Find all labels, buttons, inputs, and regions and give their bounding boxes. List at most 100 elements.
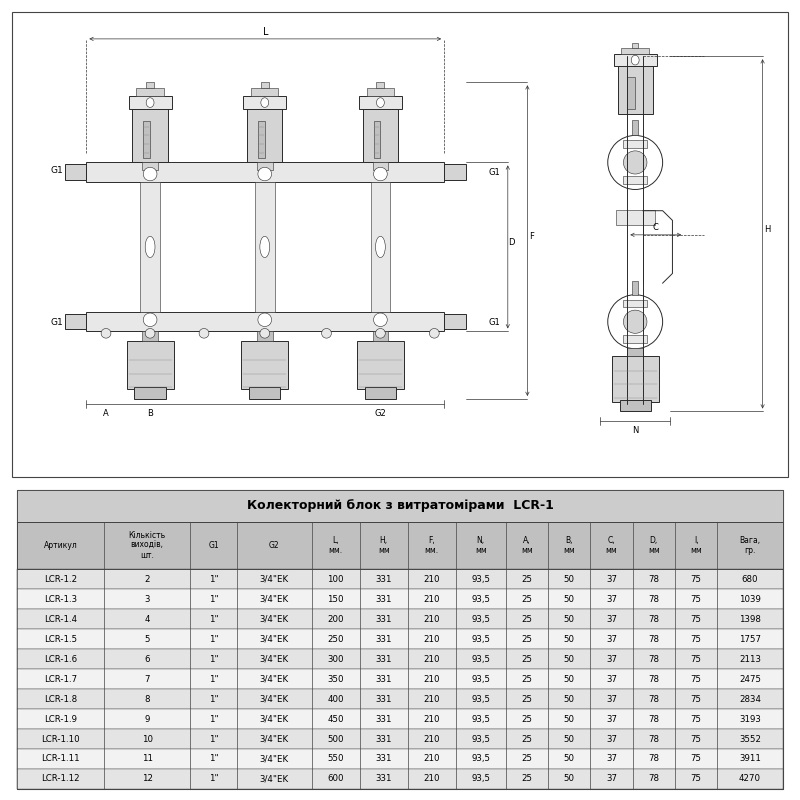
Text: H,
мм: H, мм [378, 536, 390, 555]
Circle shape [258, 313, 272, 326]
Bar [623, 140, 647, 148]
Text: 1": 1" [209, 654, 218, 664]
Text: 331: 331 [375, 714, 392, 723]
Text: 37: 37 [606, 594, 617, 604]
Bar [18, 689, 782, 709]
Bar [370, 182, 390, 312]
Text: 93,5: 93,5 [471, 754, 490, 763]
Text: D,
мм: D, мм [648, 536, 660, 555]
Text: 75: 75 [690, 734, 702, 743]
Text: 50: 50 [564, 754, 574, 763]
Bar [255, 182, 274, 312]
Text: 2: 2 [145, 574, 150, 584]
Bar [444, 164, 466, 180]
Text: 210: 210 [423, 614, 440, 624]
Text: 93,5: 93,5 [471, 594, 490, 604]
Bar [632, 120, 638, 135]
Bar [258, 121, 265, 158]
Text: 1": 1" [209, 594, 218, 604]
Text: 75: 75 [690, 774, 702, 783]
Text: 50: 50 [564, 594, 574, 604]
Text: LCR-1.5: LCR-1.5 [44, 634, 78, 644]
Bar [251, 88, 278, 96]
Text: 3/4"EK: 3/4"EK [259, 774, 289, 783]
Text: G1: G1 [488, 318, 500, 327]
Text: 1": 1" [209, 634, 218, 644]
Text: 4270: 4270 [739, 774, 761, 783]
Text: 78: 78 [648, 654, 659, 664]
Bar [242, 341, 288, 390]
Text: L,
мм.: L, мм. [329, 536, 342, 555]
Text: 5: 5 [145, 634, 150, 644]
Bar [18, 769, 782, 789]
Text: 78: 78 [648, 574, 659, 584]
Bar [146, 82, 154, 88]
Text: 3/4"EK: 3/4"EK [259, 674, 289, 683]
Text: 9: 9 [145, 714, 150, 723]
Text: 200: 200 [327, 614, 344, 624]
Text: 50: 50 [564, 614, 574, 624]
Bar [18, 749, 782, 769]
Text: 3: 3 [145, 594, 150, 604]
Text: 210: 210 [423, 694, 440, 703]
Text: 50: 50 [564, 654, 574, 664]
Text: 210: 210 [423, 714, 440, 723]
Bar [86, 162, 444, 182]
Text: 75: 75 [690, 634, 702, 644]
Text: 93,5: 93,5 [471, 774, 490, 783]
Bar [618, 66, 653, 114]
Text: 210: 210 [423, 654, 440, 664]
Text: LCR-1.6: LCR-1.6 [44, 654, 78, 664]
Text: 50: 50 [564, 734, 574, 743]
Text: 8: 8 [145, 694, 150, 703]
Text: 50: 50 [564, 674, 574, 683]
Text: A: A [103, 409, 109, 418]
Text: 3/4"EK: 3/4"EK [259, 654, 289, 664]
Text: 37: 37 [606, 694, 617, 703]
Text: 350: 350 [327, 674, 344, 683]
Text: 37: 37 [606, 774, 617, 783]
Text: 37: 37 [606, 654, 617, 664]
Text: 75: 75 [690, 574, 702, 584]
Text: 75: 75 [690, 754, 702, 763]
Ellipse shape [146, 236, 155, 258]
Text: 331: 331 [375, 774, 392, 783]
Text: LCR-1.11: LCR-1.11 [42, 754, 80, 763]
Text: 331: 331 [375, 734, 392, 743]
Bar [249, 387, 281, 399]
Text: 400: 400 [327, 694, 344, 703]
Circle shape [260, 329, 270, 338]
Text: 210: 210 [423, 674, 440, 683]
Text: 1": 1" [209, 574, 218, 584]
Bar [126, 341, 174, 390]
Bar [373, 331, 388, 341]
Text: 2475: 2475 [739, 674, 761, 683]
Bar [374, 121, 381, 158]
Text: 25: 25 [522, 654, 532, 664]
Text: 78: 78 [648, 714, 659, 723]
Text: 50: 50 [564, 694, 574, 703]
Text: 3/4"EK: 3/4"EK [259, 574, 289, 584]
Text: 37: 37 [606, 734, 617, 743]
Bar [623, 335, 647, 343]
Text: 78: 78 [648, 634, 659, 644]
Text: 1": 1" [209, 614, 218, 624]
Text: LCR-1.7: LCR-1.7 [44, 674, 78, 683]
Circle shape [623, 151, 647, 174]
Text: 2113: 2113 [739, 654, 761, 664]
Text: LCR-1.10: LCR-1.10 [42, 734, 80, 743]
Text: LCR-1.2: LCR-1.2 [44, 574, 78, 584]
Text: 25: 25 [522, 774, 532, 783]
Text: 93,5: 93,5 [471, 614, 490, 624]
Text: 78: 78 [648, 734, 659, 743]
Bar [616, 210, 655, 225]
Text: 331: 331 [375, 614, 392, 624]
Bar [614, 54, 657, 66]
Text: 100: 100 [327, 574, 344, 584]
Text: 93,5: 93,5 [471, 714, 490, 723]
Bar [261, 82, 269, 88]
Circle shape [258, 167, 272, 181]
Bar [373, 162, 388, 170]
Text: 150: 150 [327, 594, 344, 604]
Text: C,
мм: C, мм [606, 536, 618, 555]
